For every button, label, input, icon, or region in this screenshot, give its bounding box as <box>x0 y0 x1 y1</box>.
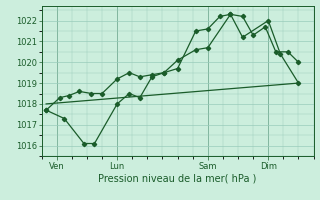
X-axis label: Pression niveau de la mer( hPa ): Pression niveau de la mer( hPa ) <box>99 173 257 183</box>
